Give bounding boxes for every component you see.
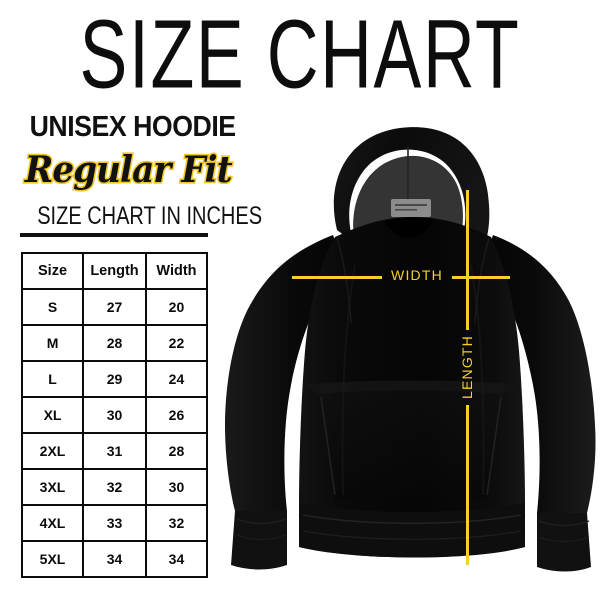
- fabric-fold: [470, 264, 485, 496]
- cell-size: 4XL: [20, 504, 85, 542]
- hood-outer: [333, 127, 490, 265]
- pocket-left-seam: [320, 396, 336, 496]
- hoodie-svg: [225, 127, 596, 572]
- cell-width: 26: [144, 396, 209, 434]
- cell-length: 32: [82, 468, 147, 506]
- column-header-size: Size: [20, 252, 85, 290]
- cell-length: 28: [82, 324, 147, 362]
- table-row: L 29 24: [20, 360, 209, 398]
- neck-label-text: [395, 209, 417, 211]
- column-header-length: Length: [82, 252, 147, 290]
- pocket-right-seam: [486, 396, 502, 496]
- cell-width: 22: [144, 324, 209, 362]
- table-row: 3XL 32 30: [20, 468, 209, 506]
- table-row: XL 30 26: [20, 396, 209, 434]
- cell-width: 28: [144, 432, 209, 470]
- cell-width: 20: [144, 288, 209, 326]
- size-chart-table: Size Length Width S 27 20 M 28 22 L 29 2…: [20, 252, 209, 578]
- cell-length: 27: [82, 288, 147, 326]
- neck-label: [391, 199, 431, 217]
- cell-size: 3XL: [20, 468, 85, 506]
- table-row: 4XL 33 32: [20, 504, 209, 542]
- pocket-top-edge: [305, 380, 517, 395]
- page-title: SIZE CHART: [79, 0, 521, 109]
- table-row: S 27 20: [20, 288, 209, 326]
- neck-label-text: [395, 204, 427, 206]
- units-heading: SIZE CHART IN INCHES: [37, 202, 263, 230]
- cell-length: 34: [82, 540, 147, 578]
- cell-size: 5XL: [20, 540, 85, 578]
- cell-width: 24: [144, 360, 209, 398]
- fabric-fold: [341, 264, 356, 496]
- cell-width: 32: [144, 504, 209, 542]
- cell-size: XL: [20, 396, 85, 434]
- cell-width: 30: [144, 468, 209, 506]
- cell-length: 30: [82, 396, 147, 434]
- cell-size: L: [20, 360, 85, 398]
- waistband-rib: [302, 514, 522, 524]
- left-cuff: [231, 511, 287, 570]
- table-header-row: Size Length Width: [20, 252, 209, 290]
- right-cuff-rib: [538, 536, 590, 543]
- column-header-width: Width: [144, 252, 209, 290]
- cell-size: 2XL: [20, 432, 85, 470]
- units-heading-underline: [20, 233, 208, 237]
- cell-length: 31: [82, 432, 147, 470]
- cell-length: 33: [82, 504, 147, 542]
- cell-length: 29: [82, 360, 147, 398]
- cell-size: S: [20, 288, 85, 326]
- pocket-body: [319, 390, 503, 501]
- table-row: 5XL 34 34: [20, 540, 209, 578]
- neck-opening: [385, 218, 433, 238]
- left-cuff-rib: [236, 534, 286, 541]
- product-type-heading: UNISEX HOODIE: [29, 111, 236, 143]
- table-row: M 28 22: [20, 324, 209, 362]
- table-row: 2XL 31 28: [20, 432, 209, 470]
- cell-width: 34: [144, 540, 209, 578]
- right-cuff-rib: [538, 520, 590, 527]
- hoodie-illustration: [225, 95, 600, 595]
- right-shoulder-seam: [474, 237, 490, 324]
- left-shoulder-seam: [336, 237, 352, 324]
- left-cuff-rib: [236, 518, 286, 525]
- waistband-rib: [302, 530, 522, 540]
- cell-size: M: [20, 324, 85, 362]
- fit-heading: Regular Fit: [23, 147, 234, 192]
